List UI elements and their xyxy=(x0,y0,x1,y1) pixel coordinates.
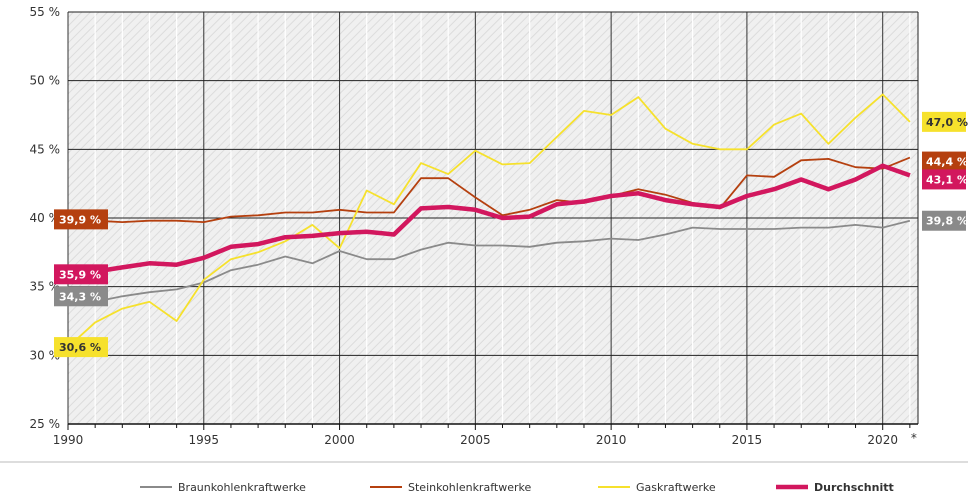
svg-text:30,6 %: 30,6 % xyxy=(59,341,101,354)
svg-text:Gaskraftwerke: Gaskraftwerke xyxy=(636,481,716,494)
end-value-label: 47,0 % xyxy=(922,111,968,132)
svg-text:Braunkohlenkraftwerke: Braunkohlenkraftwerke xyxy=(178,481,306,494)
x-tick-label: 2020 xyxy=(867,433,898,447)
legend-item: Durchschnitt xyxy=(776,481,894,494)
legend-item: Gaskraftwerke xyxy=(598,481,716,494)
x-axis-footnote-marker: * xyxy=(911,431,917,445)
series-line-gaskraftwerke xyxy=(67,93,911,348)
start-value-label: 35,9 % xyxy=(54,264,108,285)
svg-text:44,4 %: 44,4 % xyxy=(926,156,968,169)
series-line-steinkohlenkraftwerke xyxy=(67,156,911,224)
svg-text:47,0 %: 47,0 % xyxy=(926,116,968,129)
start-value-label: 34,3 % xyxy=(54,286,108,307)
series-line-braunkohlenkraftwerke xyxy=(67,219,911,303)
y-tick-label: 45 % xyxy=(30,142,61,156)
svg-text:Steinkohlenkraftwerke: Steinkohlenkraftwerke xyxy=(408,481,531,494)
svg-text:34,3 %: 34,3 % xyxy=(59,290,101,303)
svg-text:Durchschnitt: Durchschnitt xyxy=(814,481,894,494)
x-tick-label: 1990 xyxy=(53,433,84,447)
svg-text:39,8 %: 39,8 % xyxy=(926,215,968,228)
end-value-label: 43,1 % xyxy=(922,169,968,190)
y-tick-label: 25 % xyxy=(30,417,61,431)
x-tick-label: 2000 xyxy=(324,433,355,447)
y-tick-label: 30 % xyxy=(30,348,61,362)
svg-text:39,9 %: 39,9 % xyxy=(59,213,101,226)
x-tick-label: 1995 xyxy=(189,433,220,447)
legend-item: Steinkohlenkraftwerke xyxy=(370,481,531,494)
svg-text:35,9 %: 35,9 % xyxy=(59,268,101,281)
start-value-label: 30,6 % xyxy=(54,337,108,358)
x-tick-label: 2015 xyxy=(732,433,763,447)
x-tick-label: 2010 xyxy=(596,433,627,447)
y-tick-label: 35 % xyxy=(30,280,61,294)
x-tick-label: 2005 xyxy=(460,433,491,447)
start-value-label: 39,9 % xyxy=(54,209,108,230)
svg-text:43,1 %: 43,1 % xyxy=(926,173,968,186)
series-line-durchschnitt xyxy=(67,163,911,277)
end-value-label: 44,4 % xyxy=(922,151,968,172)
y-tick-label: 50 % xyxy=(30,74,61,88)
y-tick-label: 40 % xyxy=(30,211,61,225)
legend-item: Braunkohlenkraftwerke xyxy=(140,481,306,494)
y-tick-label: 55 % xyxy=(30,5,61,19)
end-value-label: 39,8 % xyxy=(922,210,968,231)
